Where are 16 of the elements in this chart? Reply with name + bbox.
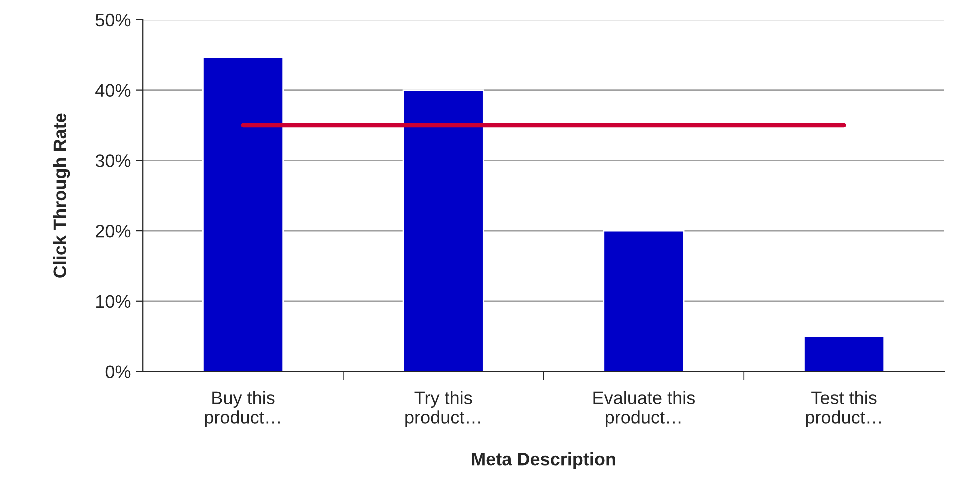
y-tick-label: 30% xyxy=(96,154,131,168)
y-tick-label: 20% xyxy=(96,224,131,238)
bar xyxy=(603,230,685,372)
x-axis-title: Meta Description xyxy=(472,452,616,470)
y-tick-label: 40% xyxy=(96,84,131,98)
y-tick-label: 0% xyxy=(106,366,131,378)
bar xyxy=(804,336,886,372)
y-tick-label: 50% xyxy=(96,14,131,27)
x-tick-label: Buy this product… xyxy=(205,391,280,428)
y-tick-label: 10% xyxy=(96,295,131,308)
x-tick-label: Test this product… xyxy=(806,391,881,428)
x-tick-label: Evaluate this product… xyxy=(594,391,695,428)
x-tick-label: Try this product… xyxy=(406,391,480,428)
bar xyxy=(202,56,284,372)
y-axis-title: Click Through Rate xyxy=(53,114,70,278)
bar xyxy=(402,90,484,372)
